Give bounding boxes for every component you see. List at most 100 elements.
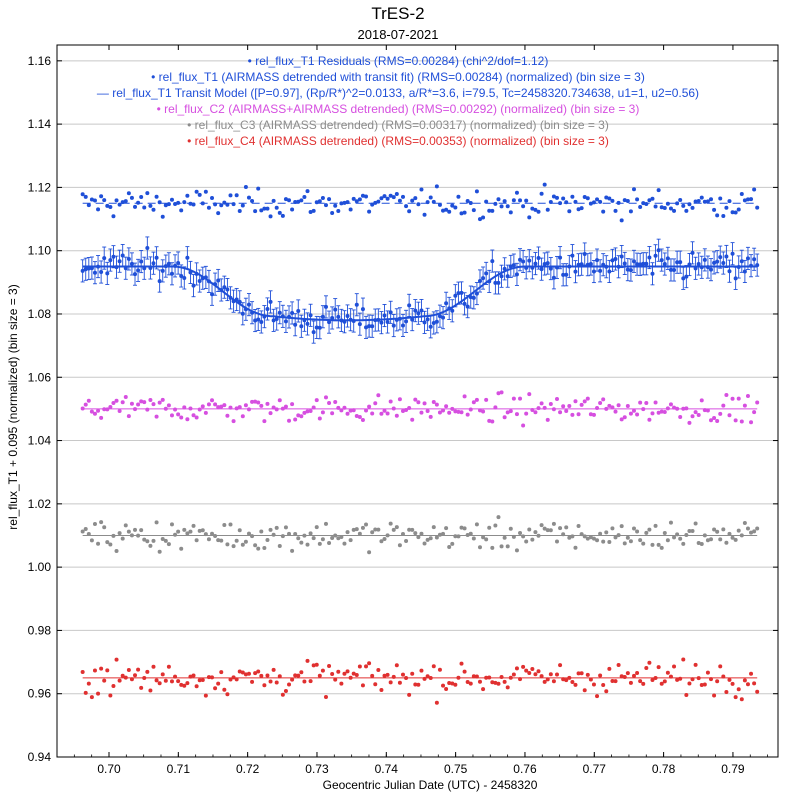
data-point [505,204,510,209]
data-point [456,534,461,539]
data-point [364,194,369,199]
data-point [721,674,726,679]
data-point [481,276,486,281]
data-point [588,677,593,682]
data-point [434,535,439,540]
data-point [354,302,359,307]
data-point [604,195,609,200]
data-point [619,218,624,223]
data-point [397,397,402,402]
legend-entry: • rel_flux_T1 (AIRMASS detrended with tr… [151,70,645,84]
data-point [117,531,122,536]
data-point [243,307,248,312]
data-point [441,208,446,213]
data-point [582,534,587,539]
data-point [176,529,181,534]
data-point [739,419,744,424]
data-point [219,404,224,409]
data-point [391,323,396,328]
data-point [360,193,365,198]
y-tick-label: 1.12 [28,180,52,194]
data-point [641,407,646,412]
legend-entry: — rel_flux_T1 Transit Model ([P=0.97], (… [97,86,699,100]
data-point [536,669,541,674]
data-point [126,414,131,419]
data-point [601,262,606,267]
data-point [567,209,572,214]
data-point [317,199,322,204]
data-point [659,409,664,414]
data-point [311,536,316,541]
data-point [570,412,575,417]
data-point [588,201,593,206]
data-point [567,264,572,269]
data-point [675,677,680,682]
data-point [145,191,150,196]
data-point [527,215,532,220]
data-point [179,273,184,278]
data-point [216,538,221,543]
data-point [693,410,698,415]
data-point [742,403,747,408]
data-point [465,533,470,538]
data-point [712,260,717,265]
data-point [290,402,295,407]
data-point [317,416,322,421]
data-point [739,533,744,538]
data-point [188,674,193,679]
data-point [644,261,649,266]
data-point [450,406,455,411]
data-point [450,308,455,313]
data-point [333,677,338,682]
data-point [551,521,556,526]
data-point [548,528,553,533]
data-point [240,311,245,316]
data-point [299,414,304,419]
data-point [99,270,104,275]
data-point [173,407,178,412]
data-point [360,417,365,422]
data-point [752,529,757,534]
data-point [474,674,479,679]
data-point [533,261,538,266]
data-point [373,401,378,406]
data-point [721,214,726,219]
data-point [80,406,85,411]
data-point [216,681,221,686]
data-point [237,669,242,674]
data-point [598,268,603,273]
y-tick-label: 1.00 [28,560,52,574]
data-point [733,537,738,542]
data-point [428,324,433,329]
data-point [237,405,242,410]
data-point [234,297,239,302]
data-point [736,528,741,533]
data-point [644,666,649,671]
data-point [379,196,384,201]
data-point [305,321,310,326]
data-point [333,203,338,208]
data-point [404,676,409,681]
data-point [102,198,107,203]
x-tick-label: 0.75 [444,762,468,776]
data-point [148,265,153,270]
data-point [471,295,476,300]
data-point [462,669,467,674]
data-point [613,208,618,213]
data-point [690,414,695,419]
data-point [89,695,94,700]
data-point [659,681,664,686]
data-point [567,403,572,408]
data-point [166,542,171,547]
data-point [518,396,523,401]
data-point [576,671,581,676]
data-point [256,546,261,551]
data-point [379,539,384,544]
data-point [693,199,698,204]
data-point [287,418,292,423]
data-point [234,677,239,682]
data-point [511,263,516,268]
data-point [225,413,230,418]
data-point [622,261,627,266]
data-point [111,683,116,688]
